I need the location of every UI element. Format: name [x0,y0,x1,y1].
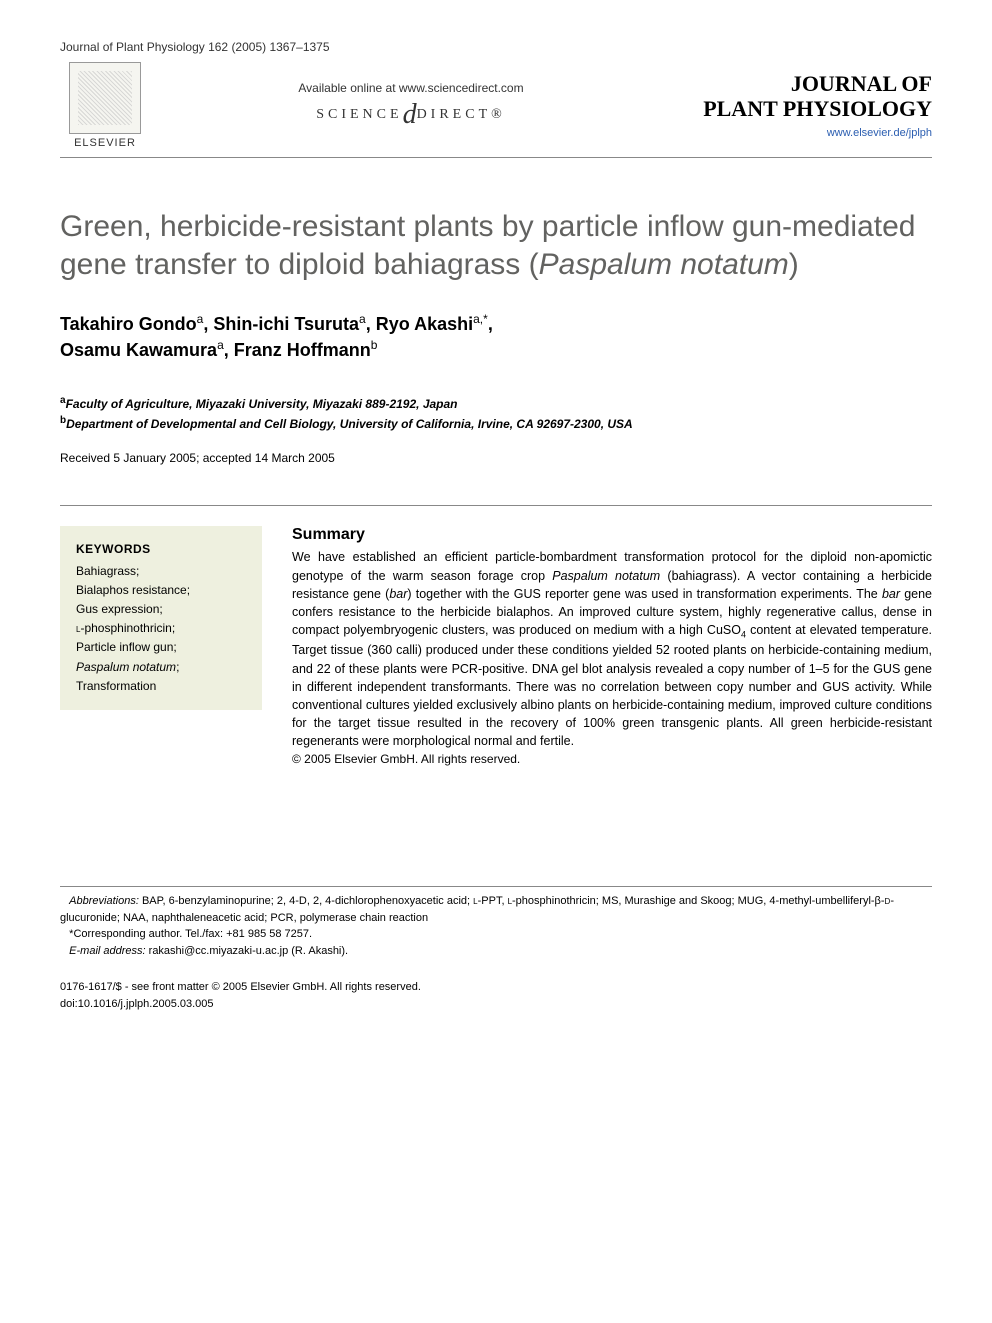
keywords-box: KEYWORDS Bahiagrass; Bialaphos resistanc… [60,526,262,710]
abbrev-b: -PPT, [478,895,508,907]
author-2-aff: a [359,312,366,326]
aff-a-text: Faculty of Agriculture, Miyazaki Univers… [66,397,458,411]
science-text: SCIENCE [316,107,402,122]
author-5-aff: b [371,338,378,352]
article-title: Green, herbicide-resistant plants by par… [60,208,932,283]
page-container: Journal of Plant Physiology 162 (2005) 1… [0,0,992,1052]
title-species: Paspalum notatum [539,248,789,281]
keyword-6-italic: Paspalum notatum [76,660,176,674]
keyword-2: Bialaphos resistance; [76,581,246,600]
journal-url[interactable]: www.elsevier.de/jplph [672,127,932,139]
affiliations: aFaculty of Agriculture, Miyazaki Univer… [60,393,932,433]
journal-title-block: JOURNAL OF PLANT PHYSIOLOGY www.elsevier… [672,72,932,138]
journal-reference: Journal of Plant Physiology 162 (2005) 1… [60,40,932,54]
summary-bar1: bar [389,587,407,601]
abbrev-label: Abbreviations: [69,895,139,907]
summary-column: Summary We have established an efficient… [292,526,932,766]
keyword-5: Particle inflow gun; [76,638,246,657]
footnotes-block: Abbreviations: BAP, 6-benzylaminopurine;… [60,886,932,959]
summary-p1c: ) together with the GUS reporter gene wa… [407,587,882,601]
affiliation-a: aFaculty of Agriculture, Miyazaki Univer… [60,393,932,413]
summary-bar2: bar [882,587,900,601]
keyword-6: Paspalum notatum; [76,658,246,677]
email-label: E-mail address: [69,945,145,957]
summary-heading: Summary [292,526,932,544]
summary-copyright: © 2005 Elsevier GmbH. All rights reserve… [292,752,932,766]
keywords-heading: KEYWORDS [76,540,246,559]
header-row: ELSEVIER Available online at www.science… [60,62,932,149]
keyword-4-rest: -phosphinothricin; [80,621,175,635]
journal-title-line1: JOURNAL OF [672,72,932,96]
author-4-aff: a [217,338,224,352]
sciencedirect-logo: SCIENCEdDIRECT® [150,99,672,131]
available-online-text: Available online at www.sciencedirect.co… [150,81,672,95]
elsevier-label: ELSEVIER [74,137,136,149]
author-5: Franz Hoffmann [234,340,371,360]
d-glyph: d [403,99,417,130]
affiliation-b: bDepartment of Developmental and Cell Bi… [60,413,932,433]
keyword-1: Bahiagrass; [76,562,246,581]
author-4: Osamu Kawamura [60,340,217,360]
keyword-4: l-phosphinothricin; [76,619,246,638]
abbrev-a: BAP, 6-benzylaminopurine; 2, 4-D, 2, 4-d… [139,895,473,907]
publisher-block: ELSEVIER [60,62,150,149]
keyword-6-semi: ; [176,660,179,674]
footer-bottom: 0176-1617/$ - see front matter © 2005 El… [60,979,932,1012]
corresponding-line: *Corresponding author. Tel./fax: +81 985… [60,926,932,943]
aff-b-text: Department of Developmental and Cell Bio… [66,417,633,431]
email-value[interactable]: rakashi@cc.miyazaki-u.ac.jp (R. Akashi). [146,945,349,957]
summary-p1e: content at elevated temperature. Target … [292,623,932,748]
author-1: Takahiro Gondo [60,314,197,334]
doi-line: doi:10.1016/j.jplph.2005.03.005 [60,996,932,1013]
elsevier-logo [69,62,141,134]
abbreviations-line: Abbreviations: BAP, 6-benzylaminopurine;… [60,893,932,926]
abbrev-c: -phosphinothricin; MS, Murashige and Sko… [512,895,885,907]
journal-title-line2: PLANT PHYSIOLOGY [672,97,932,121]
author-1-aff: a [197,312,204,326]
author-3: Ryo Akashi [376,314,473,334]
author-2: Shin-ichi Tsuruta [213,314,359,334]
keyword-3: Gus expression; [76,600,246,619]
corr-text: Corresponding author. Tel./fax: +81 985 … [73,928,312,940]
main-content-row: KEYWORDS Bahiagrass; Bialaphos resistanc… [60,505,932,766]
article-dates: Received 5 January 2005; accepted 14 Mar… [60,451,932,465]
issn-line: 0176-1617/$ - see front matter © 2005 El… [60,979,932,996]
center-header: Available online at www.sciencedirect.co… [150,81,672,131]
summary-species: Paspalum notatum [552,569,660,583]
authors-list: Takahiro Gondoa, Shin-ichi Tsurutaa, Ryo… [60,311,932,363]
summary-text: We have established an efficient particl… [292,548,932,750]
email-line: E-mail address: rakashi@cc.miyazaki-u.ac… [60,943,932,960]
direct-text: DIRECT® [417,107,506,122]
header-divider [60,157,932,158]
keyword-7: Transformation [76,677,246,696]
title-part2: ) [789,248,799,281]
author-3-aff: a,* [473,312,488,326]
